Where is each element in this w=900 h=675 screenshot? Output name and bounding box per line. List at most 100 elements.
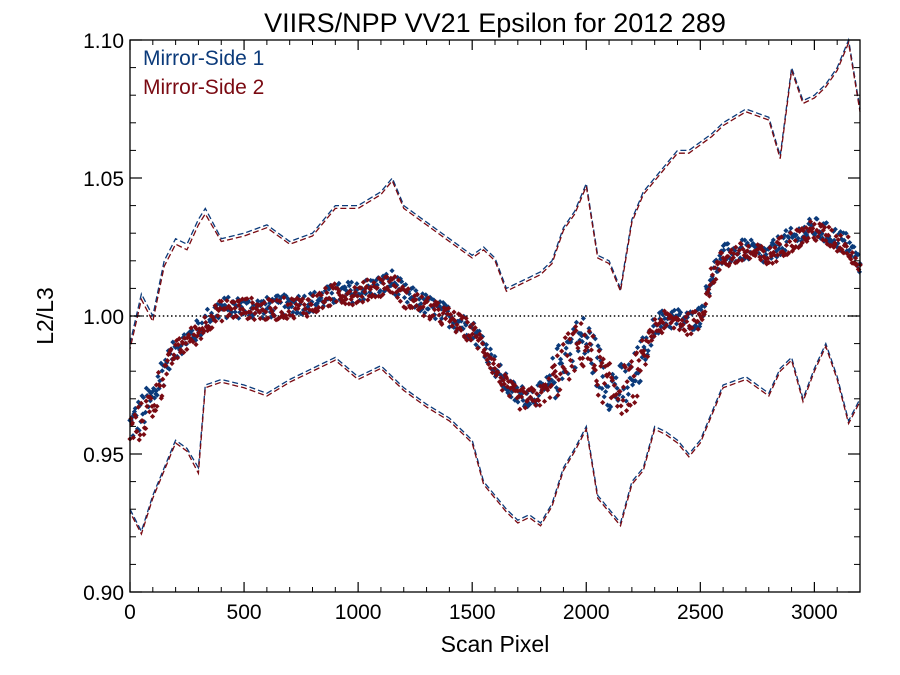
scatter-point (271, 313, 277, 319)
scatter-point (198, 336, 204, 342)
scatter-point (387, 289, 393, 295)
scatter-point (475, 345, 481, 351)
scatter-point (780, 253, 787, 259)
scatter-point (389, 268, 395, 274)
scatter-point (132, 412, 138, 418)
scatter-point (595, 343, 601, 349)
scatter-point (786, 235, 792, 241)
scatter-point (645, 348, 651, 354)
scatter-point (143, 385, 150, 391)
scatter-point (671, 307, 678, 313)
scatter-point (514, 385, 520, 391)
scatter-point (739, 257, 745, 263)
scatter-point (517, 406, 523, 412)
scatter-point (832, 226, 838, 232)
scatter-point (616, 391, 622, 397)
scatter-point (673, 314, 679, 321)
scatter-point (280, 312, 286, 318)
scatter-point (555, 342, 562, 349)
scatter-point (744, 248, 751, 254)
scatter-point (413, 303, 420, 309)
legend: Mirror-Side 1 Mirror-Side 2 (143, 47, 264, 99)
scatter-point (322, 288, 328, 294)
scatter-point (604, 373, 610, 379)
scatter-point (593, 378, 600, 384)
scatter-series-1 (127, 215, 863, 439)
scatter-point (150, 385, 157, 392)
scatter-point (473, 342, 479, 348)
scatter-point (430, 313, 436, 319)
scatter-point (383, 271, 389, 277)
scatter-point (222, 302, 228, 308)
scatter-point (236, 315, 242, 321)
scatter-point (828, 242, 834, 249)
scatter-point (476, 328, 482, 334)
scatter-point (399, 284, 406, 290)
scatter-point (642, 357, 649, 363)
scatter-point (550, 371, 556, 377)
scatter-point (658, 324, 664, 330)
scatter-point (553, 385, 560, 391)
scatter-point (155, 369, 162, 376)
scatter-point (625, 391, 631, 397)
scatter-point (766, 259, 772, 266)
scatter-point (133, 414, 139, 420)
scatter-point (479, 341, 486, 347)
scatter-point (630, 393, 636, 399)
scatter-point (433, 302, 439, 308)
scatter-point (439, 321, 445, 327)
scatter-point (243, 300, 250, 306)
scatter-point (847, 253, 853, 259)
scatter-point (813, 237, 819, 243)
scatter-point (709, 272, 716, 278)
scatter-point (557, 387, 563, 393)
scatter-point (713, 276, 719, 282)
scatter-point (291, 297, 297, 303)
scatter-point (163, 363, 169, 369)
scatter-point (301, 293, 307, 299)
scatter-point (637, 368, 643, 374)
scatter-point (266, 304, 272, 310)
scatter-point (822, 224, 828, 231)
scatter-point (249, 300, 256, 306)
scatter-point (735, 258, 742, 264)
scatter-point (284, 315, 290, 322)
scatter-point (450, 315, 456, 322)
scatter-point (624, 379, 630, 385)
scatter-point (569, 363, 575, 369)
scatter-point (555, 388, 561, 394)
scatter-point (489, 370, 496, 376)
scatter-point (620, 384, 627, 390)
scatter-point (841, 250, 847, 256)
scatter-point (575, 345, 581, 351)
scatter-point (711, 279, 717, 286)
scatter-point (744, 253, 750, 259)
scatter-point (600, 373, 606, 380)
scatter-point (843, 230, 849, 236)
scatter-point (286, 308, 292, 315)
scatter-point (297, 301, 303, 307)
scatter-point (685, 310, 691, 317)
scatter-point (662, 315, 668, 322)
scatter-point (208, 313, 214, 319)
scatter-point (425, 295, 431, 301)
scatter-point (193, 326, 199, 332)
scatter-point (856, 267, 862, 273)
scatter-point (369, 292, 376, 298)
scatter-point (629, 382, 636, 388)
y-tick-label: 0.95 (83, 444, 124, 467)
scatter-point (703, 283, 709, 290)
scatter-point (518, 394, 525, 400)
scatter-point (236, 302, 242, 308)
scatter-point (380, 291, 386, 298)
scatter-point (814, 216, 820, 222)
scatter-point (143, 425, 149, 432)
scatter-point (614, 403, 621, 409)
scatter-point (581, 332, 588, 338)
scatter-point (512, 382, 518, 389)
scatter-point (460, 314, 466, 320)
scatter-point (277, 298, 283, 304)
scatter-point (302, 306, 308, 312)
scatter-point (340, 298, 346, 304)
scatter-point (373, 277, 379, 283)
